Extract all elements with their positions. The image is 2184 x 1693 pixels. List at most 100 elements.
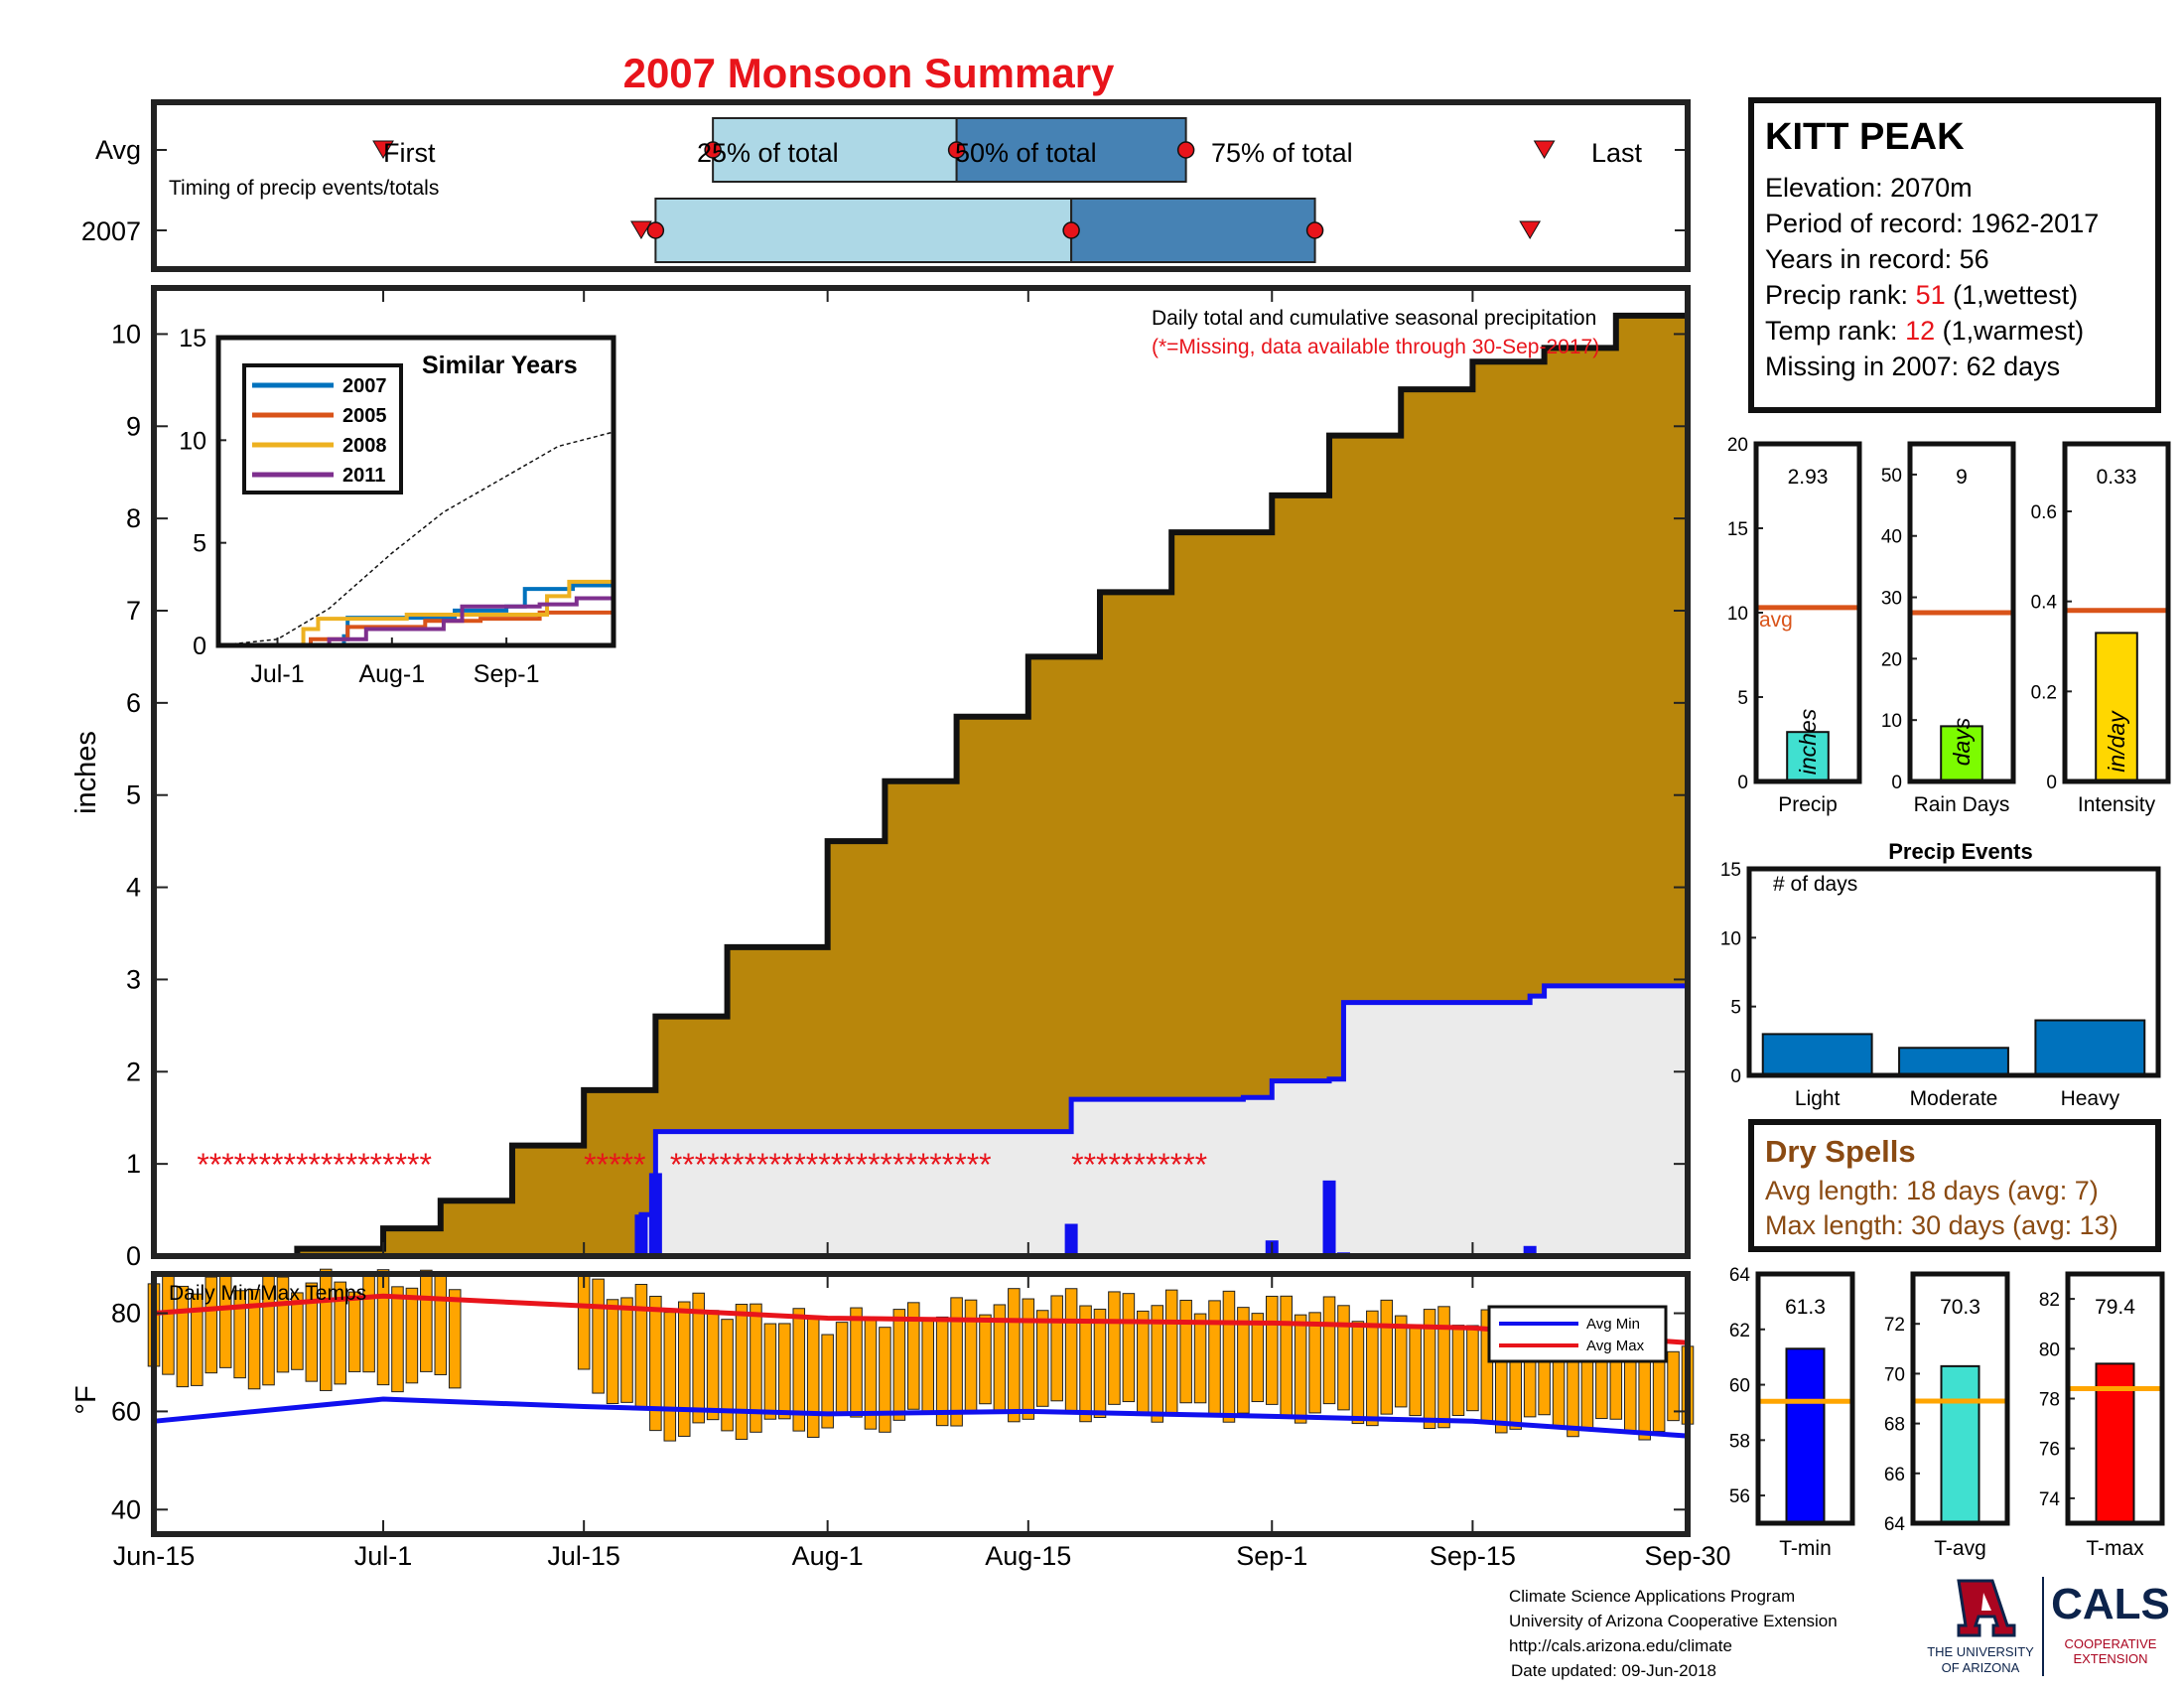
date-x-tick-label: Sep-1 bbox=[1236, 1541, 1307, 1571]
timing-panel: Avg 2007 Timing of precip events/totals … bbox=[81, 99, 1691, 272]
daily-temp-bar bbox=[1423, 1309, 1436, 1430]
timing-note: Timing of precip events/totals bbox=[169, 177, 439, 200]
inset-series-line-2005 bbox=[218, 610, 615, 647]
mini-intensity-value-label: 0.33 bbox=[2097, 466, 2137, 489]
footer-line-4: Date updated: 09-Jun-2018 bbox=[1511, 1661, 1716, 1680]
daily-temp-bar bbox=[1322, 1296, 1336, 1405]
dry-spells-frame bbox=[1748, 1119, 2161, 1252]
daily-temp-bar bbox=[592, 1278, 605, 1394]
precip-events-category: Moderate bbox=[1910, 1087, 1998, 1110]
daily-temp-bar bbox=[935, 1316, 949, 1427]
precip-areas bbox=[154, 288, 1691, 1259]
temp-bar-t-min-name: T-min bbox=[1779, 1537, 1832, 1560]
inset-title: Similar Years bbox=[422, 352, 578, 379]
inset-y-tick-label: 10 bbox=[179, 427, 206, 455]
temp-bar-t-min-tick-label: 56 bbox=[1729, 1486, 1750, 1507]
temp-y-tick-label: 80 bbox=[111, 1299, 141, 1329]
daily-temp-bar bbox=[706, 1310, 720, 1421]
daily-temp-bar bbox=[892, 1309, 906, 1421]
timing-year-last-marker bbox=[1519, 220, 1542, 239]
daily-temp-bar bbox=[1308, 1312, 1321, 1414]
timing-row-label-avg: Avg bbox=[95, 135, 141, 165]
daily-temp-bar bbox=[1265, 1295, 1279, 1405]
mini-precip-bar bbox=[1786, 731, 1830, 783]
daily-temp-bar bbox=[821, 1334, 834, 1429]
daily-temp-bar bbox=[1394, 1315, 1408, 1408]
daily-temp-bar bbox=[1351, 1321, 1365, 1425]
daily-temp-bar bbox=[1409, 1324, 1422, 1417]
precip-y-tick-label: 10 bbox=[111, 319, 141, 349]
ua-name-line-1: THE UNIVERSITY bbox=[1927, 1644, 2034, 1659]
temps-legend-label: Avg Min bbox=[1586, 1316, 1640, 1333]
daily-temp-bar bbox=[1437, 1306, 1450, 1429]
daily-precip-bar bbox=[648, 1173, 662, 1256]
inset-lines bbox=[217, 431, 615, 647]
temp-bar-t-max-tick-label: 82 bbox=[2039, 1290, 2060, 1311]
mini-intensity-unit-label: in/day bbox=[2104, 710, 2129, 773]
precip-events-title: Precip Events bbox=[1888, 839, 2033, 864]
temp-bar-t-avg-tick-label: 68 bbox=[1884, 1415, 1905, 1436]
daily-temp-bar bbox=[1122, 1293, 1136, 1403]
dry-spells-avg: Avg length: 18 days (avg: 7) bbox=[1765, 1176, 2099, 1205]
mini-intensity-name: Intensity bbox=[2078, 793, 2156, 816]
date-x-ticks: Jun-15 Jul-1 Jul-15 Aug-1 Aug-15 Sep-1 Sep-15 S… bbox=[113, 288, 1731, 1571]
timing-avg-box-25-50 bbox=[712, 117, 958, 183]
mini-precip-avg-label: avg bbox=[1759, 609, 1793, 632]
timing-p25-label: 25% of total bbox=[697, 138, 839, 168]
mini-rain-days-value-label: 9 bbox=[1956, 466, 1968, 489]
daily-temp-bar bbox=[334, 1281, 346, 1385]
date-x-tick-label: Aug-15 bbox=[985, 1541, 1071, 1571]
temp-bar-t-avg-frame bbox=[1910, 1271, 2010, 1526]
temp-bar-t-avg-name: T-avg bbox=[1934, 1537, 1986, 1560]
mini-precip-tick-label: 0 bbox=[1737, 773, 1748, 793]
timing-year-p25-marker bbox=[646, 221, 665, 239]
precip-y-tick-label: 1 bbox=[126, 1149, 141, 1179]
daily-temp-bar bbox=[1008, 1288, 1021, 1423]
daily-temp-bar bbox=[979, 1314, 992, 1405]
inset-legend-label: 2007 bbox=[342, 375, 387, 397]
timing-avg-first-marker bbox=[372, 140, 394, 159]
timing-last-label: Last bbox=[1591, 138, 1643, 168]
daily-temp-bar bbox=[1108, 1291, 1121, 1405]
ua-name-line-2: OF ARIZONA bbox=[1942, 1660, 2020, 1675]
precip-events-chart: Precip Events # of days Light Moderate Hea… bbox=[1720, 839, 2161, 1110]
temps-label: Daily Min/Max Temps bbox=[169, 1282, 366, 1305]
timing-year-box-50-75 bbox=[1070, 198, 1316, 263]
daily-temp-bar bbox=[778, 1323, 791, 1420]
temp-bar-t-max-value-label: 79.4 bbox=[2095, 1296, 2135, 1319]
footer: Climate Science Applications Program Uni… bbox=[1509, 1587, 1838, 1680]
missing-marker-run: *********** bbox=[1071, 1147, 1207, 1183]
inset-average-line bbox=[217, 431, 614, 646]
footer-line-2: University of Arizona Cooperative Extens… bbox=[1509, 1612, 1838, 1630]
temp-bar-t-avg-value-label: 70.3 bbox=[1940, 1296, 1980, 1319]
temp-bar-t-avg-tick-label: 64 bbox=[1884, 1514, 1906, 1535]
daily-precip-bar bbox=[634, 1214, 648, 1256]
inset-y-tick-label: 15 bbox=[179, 325, 206, 353]
daily-temp-bar bbox=[1164, 1289, 1178, 1416]
daily-temp-bar bbox=[1466, 1325, 1479, 1412]
mini-rain-days-name: Rain Days bbox=[1914, 793, 2010, 816]
temp-bar-t-min-bar bbox=[1785, 1347, 1826, 1525]
timing-p75-label: 75% of total bbox=[1211, 138, 1353, 168]
years-text: Years in record: 56 bbox=[1765, 244, 1989, 274]
temp-bar-t-avg-tick-label: 72 bbox=[1884, 1315, 1905, 1336]
daily-precip-bar bbox=[1322, 1180, 1336, 1256]
precip-annotation: Daily total and cumulative seasonal prec… bbox=[1152, 307, 1596, 330]
mini-intensity-tick-label: 0.4 bbox=[2031, 593, 2058, 614]
daily-temp-bar bbox=[1079, 1305, 1092, 1423]
inset-x-tick-label: Aug-1 bbox=[358, 660, 425, 688]
daily-temp-bar bbox=[247, 1289, 261, 1390]
precip-events-frame bbox=[1746, 866, 2161, 1078]
temp-bar-t-min-tick-label: 64 bbox=[1729, 1265, 1751, 1286]
daily-temp-bar bbox=[1337, 1305, 1350, 1411]
inset-series-line-2011 bbox=[218, 596, 615, 647]
missing-markers: ******************* ***** ****************… bbox=[197, 1147, 1207, 1183]
daily-temp-bar bbox=[1050, 1295, 1063, 1402]
daily-temp-bar bbox=[735, 1304, 749, 1441]
timing-year-p75-marker bbox=[1305, 221, 1324, 239]
temps-legend-label: Avg Max bbox=[1586, 1338, 1645, 1354]
daily-temp-bar bbox=[1451, 1325, 1465, 1416]
temp-bar-t-max-tick-label: 78 bbox=[2039, 1390, 2060, 1411]
mini-rain-days-tick-label: 40 bbox=[1881, 527, 1902, 548]
